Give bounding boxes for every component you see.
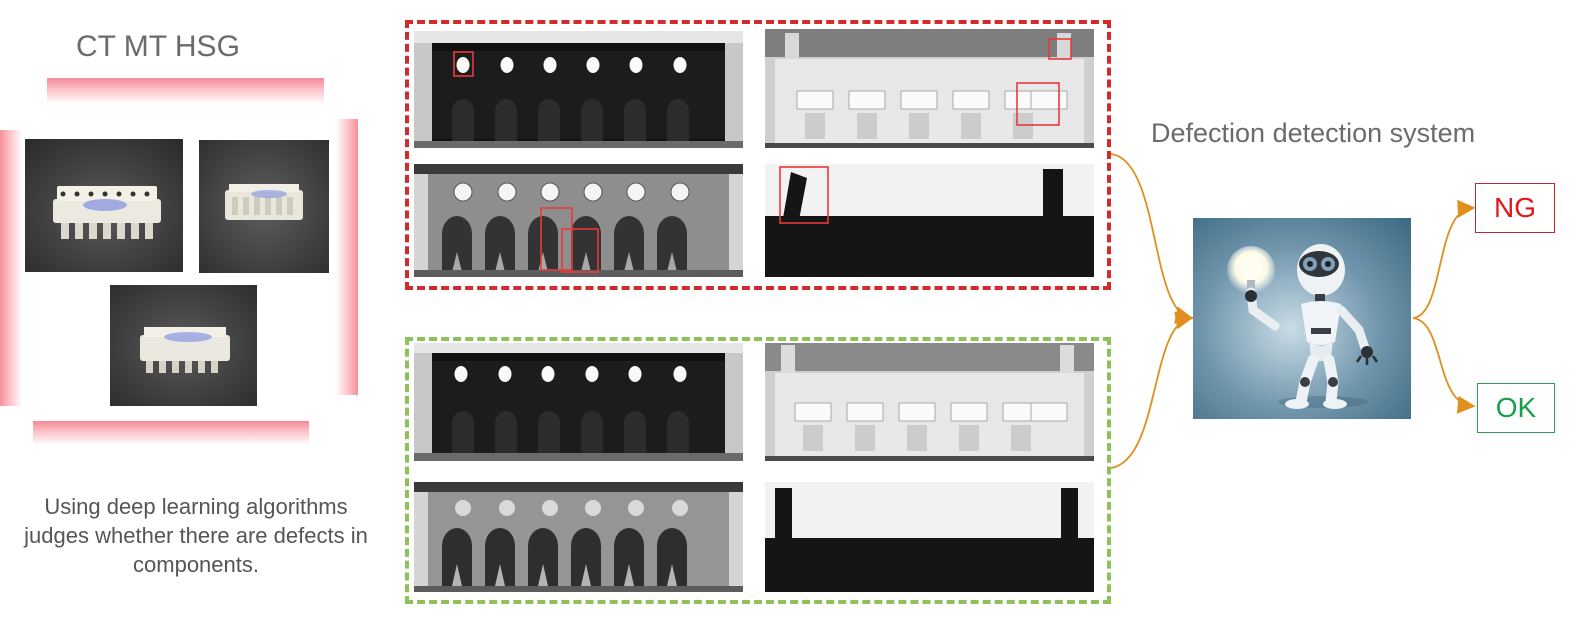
arrow-ng-group-to-system: [1110, 153, 1194, 324]
ai-robot-image: [1193, 218, 1411, 419]
defect-marker: [779, 166, 829, 224]
result-ng-label: NG: [1494, 192, 1536, 223]
ng-xray-side-view: [765, 29, 1094, 148]
arrow-system-to-ng: [1412, 199, 1476, 319]
robot-with-lightbulb-icon: [1193, 218, 1411, 419]
ok-xray-bottom-view: [414, 482, 743, 592]
glow-bar-left: [0, 130, 22, 406]
ok-xray-side-view: [765, 343, 1094, 461]
result-ok-box: OK: [1477, 383, 1555, 433]
defect-marker: [1048, 38, 1072, 60]
glow-bar-right: [336, 119, 358, 395]
ok-sample-group: [405, 337, 1111, 604]
page-title: CT MT HSG: [76, 30, 240, 63]
component-photo-3: [110, 285, 257, 406]
glow-bar-bottom: [33, 421, 309, 445]
defect-marker: [540, 207, 573, 271]
component-photo-2: [199, 140, 329, 273]
ok-silhouette-view: [765, 482, 1094, 592]
description-text: Using deep learning algorithms judges wh…: [0, 492, 392, 579]
ok-xray-top-view: [414, 343, 743, 461]
component-photo-1: [25, 139, 183, 272]
ng-xray-top-view: [414, 31, 743, 148]
defect-marker: [561, 228, 599, 273]
glow-bar-top: [47, 78, 324, 104]
result-ng-box: NG: [1475, 183, 1555, 233]
result-ok-label: OK: [1495, 392, 1537, 423]
system-title: Defection detection system: [1151, 118, 1476, 148]
arrow-system-to-ok: [1412, 317, 1476, 414]
ng-sample-group: [405, 20, 1111, 290]
flow-arrows: [1110, 153, 1476, 469]
description-line-1: Using deep learning algorithms: [44, 494, 348, 519]
defect-marker: [1016, 82, 1060, 126]
arrow-ok-group-to-system: [1110, 311, 1194, 469]
description-line-2: judges whether there are defects in: [24, 523, 368, 548]
description-line-3: components.: [133, 552, 259, 577]
ng-silhouette-view: [765, 164, 1094, 277]
ng-xray-bottom-view: [414, 164, 743, 277]
defect-marker: [453, 51, 474, 77]
